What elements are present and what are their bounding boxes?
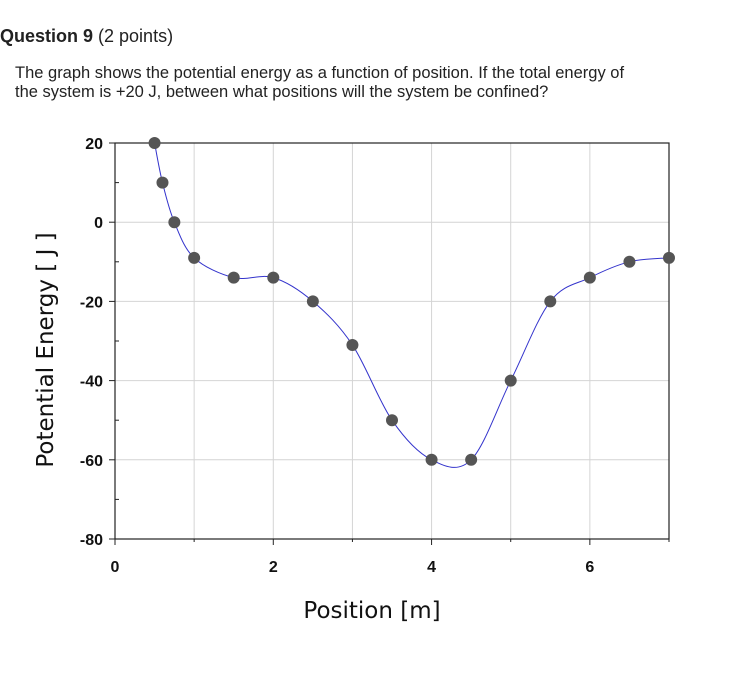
data-point [188, 251, 201, 264]
y-tick-label: 0 [94, 215, 103, 232]
data-point [306, 295, 319, 308]
y-tick-label: -40 [80, 374, 103, 391]
data-point [583, 271, 596, 284]
y-tick-label: -60 [80, 453, 103, 470]
data-point [623, 255, 636, 268]
data-point [156, 176, 169, 189]
data-point [148, 137, 161, 149]
data-point [346, 338, 359, 351]
y-axis-label: Potential Energy [ J ] [33, 232, 59, 467]
series-line [154, 142, 670, 468]
data-point [227, 271, 240, 284]
question-title: Question 9 [0, 26, 94, 46]
x-tick-label: 0 [111, 559, 120, 576]
x-tick-label: 4 [427, 559, 436, 576]
question-points: (2 points) [98, 26, 174, 46]
grid [115, 143, 669, 539]
data-point [386, 414, 398, 427]
data-point [425, 453, 438, 466]
data-point [663, 251, 675, 264]
x-tick-label: 6 [585, 559, 594, 576]
data-point [465, 453, 478, 466]
data-point [544, 295, 557, 308]
question-header: Question 9 (2 points) [0, 26, 173, 47]
x-tick-label: 2 [269, 559, 278, 576]
y-tick-label: -20 [80, 294, 103, 311]
y-tick-label: -80 [80, 532, 103, 549]
plot-frame [114, 142, 670, 540]
question-text: The graph shows the potential energy as … [15, 64, 735, 102]
data-point [168, 216, 181, 229]
y-tick-label: 20 [85, 136, 103, 153]
question-text-line: the system is +20 J, between what positi… [15, 83, 549, 101]
ticks: 20 0 -20 -40 -60 -80 0 2 4 6 [80, 136, 670, 576]
x-axis-label: Position [m] [303, 598, 440, 624]
data-point [504, 374, 517, 387]
question-text-line: The graph shows the potential energy as … [15, 64, 625, 82]
data-point [267, 271, 280, 284]
data-points [148, 137, 675, 466]
